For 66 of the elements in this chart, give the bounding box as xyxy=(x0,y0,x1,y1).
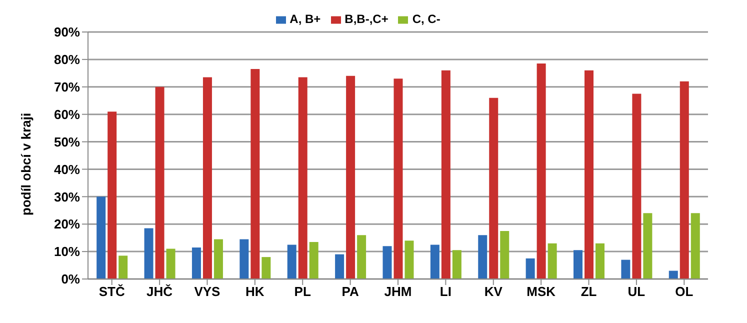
x-tick-label: LI xyxy=(440,284,452,300)
bar xyxy=(632,94,642,279)
y-tick-label: 30% xyxy=(54,189,80,204)
x-tick-label: STČ xyxy=(98,284,126,300)
y-axis-title: podíl obcí v kraji xyxy=(18,112,34,216)
bar xyxy=(584,70,594,279)
bar xyxy=(452,250,462,279)
x-tick-label: MSK xyxy=(526,284,556,300)
bar xyxy=(287,244,296,279)
bar xyxy=(309,242,318,279)
x-tick-label: VYS xyxy=(194,284,221,300)
bar xyxy=(643,213,652,279)
bar xyxy=(298,77,308,279)
bar xyxy=(166,248,176,279)
bar xyxy=(548,243,557,279)
y-tick-label: 50% xyxy=(54,134,80,150)
x-tick-label: PA xyxy=(342,284,360,300)
legend-label: A, B+ xyxy=(290,12,321,26)
bar xyxy=(357,235,366,279)
bar xyxy=(596,243,605,279)
bar xyxy=(430,244,440,279)
x-tick-label: JHM xyxy=(384,284,412,300)
bar xyxy=(240,239,249,279)
bar xyxy=(262,257,271,279)
y-tick-label: 70% xyxy=(54,80,80,95)
bar xyxy=(202,77,212,279)
x-tick-label: PL xyxy=(294,284,311,300)
bar xyxy=(500,230,510,279)
bar xyxy=(574,250,583,279)
bar xyxy=(346,76,356,279)
bar xyxy=(489,98,498,279)
bar xyxy=(96,196,106,279)
legend-label: C, C- xyxy=(412,12,440,26)
bar xyxy=(668,270,678,279)
y-tick-label: 80% xyxy=(54,52,80,68)
y-tick-label: 10% xyxy=(54,244,80,260)
bar xyxy=(108,112,117,279)
bar xyxy=(394,78,403,279)
x-tick-label: ZL xyxy=(580,284,597,300)
y-tick-label: 90% xyxy=(54,24,80,40)
bar xyxy=(680,81,689,279)
x-tick-label: KV xyxy=(484,284,503,300)
y-tick-label: 40% xyxy=(54,162,80,177)
bar xyxy=(155,86,164,279)
x-tick-label: OL xyxy=(675,284,694,300)
x-tick-label: HK xyxy=(246,284,265,300)
bar xyxy=(214,239,223,279)
bar xyxy=(250,69,260,279)
bar xyxy=(382,246,392,279)
legend-label: B,B-,C+ xyxy=(344,12,388,26)
bar xyxy=(118,256,128,279)
bar xyxy=(478,235,488,279)
bar xyxy=(690,213,700,279)
bar xyxy=(192,247,201,279)
bar xyxy=(536,64,546,279)
bar xyxy=(404,240,414,279)
bar xyxy=(441,70,450,279)
bar xyxy=(144,228,154,279)
x-tick-label: JHČ xyxy=(146,284,174,300)
bar xyxy=(621,260,630,279)
y-tick-label: 0% xyxy=(61,272,80,287)
y-tick-label: 20% xyxy=(54,216,80,232)
y-tick-label: 60% xyxy=(54,106,80,122)
bar xyxy=(526,258,535,279)
x-tick-label: UL xyxy=(628,284,646,300)
bar xyxy=(335,254,344,279)
